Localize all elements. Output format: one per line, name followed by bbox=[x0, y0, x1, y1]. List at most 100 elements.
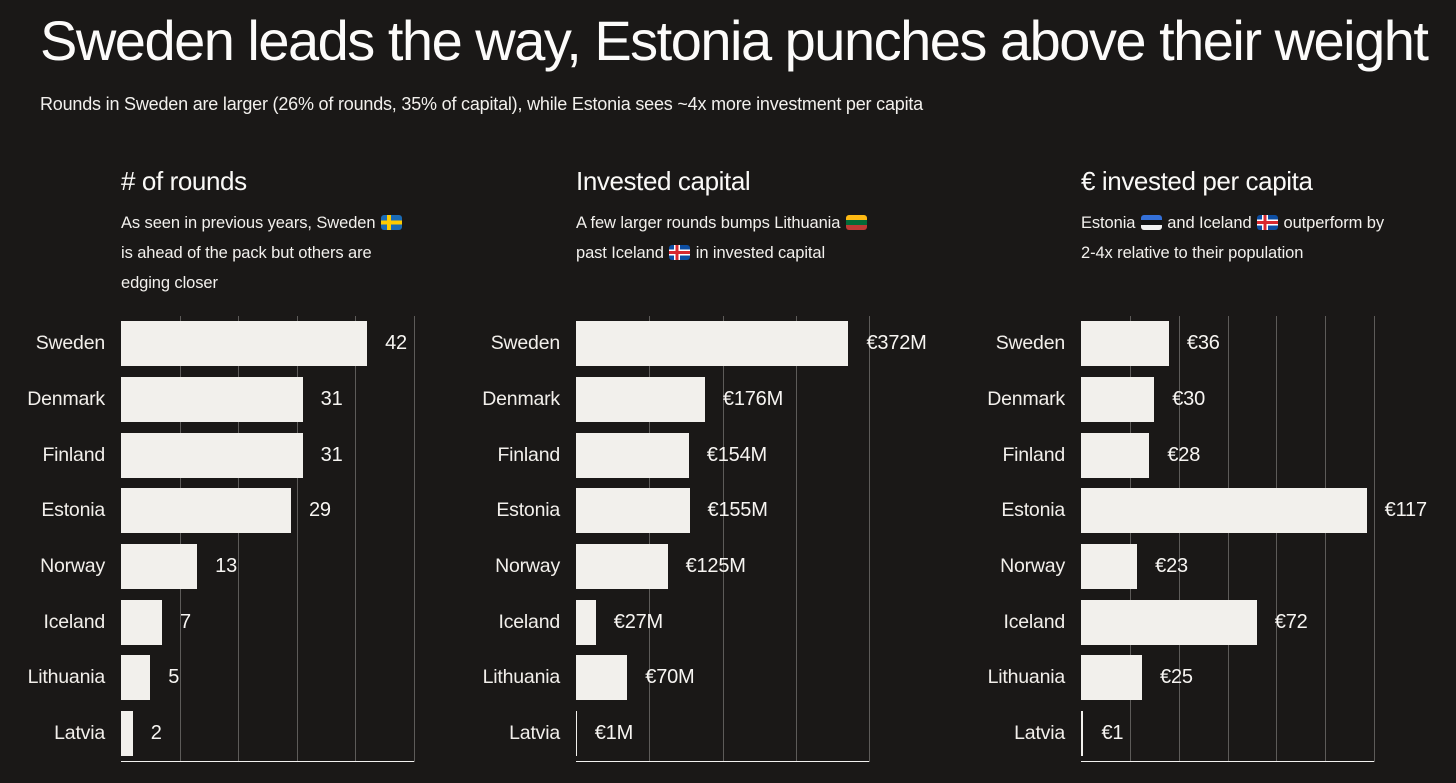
bar bbox=[576, 544, 668, 590]
value-label: €36 bbox=[1186, 332, 1220, 355]
gridline bbox=[238, 316, 240, 762]
value-label: €176M bbox=[722, 388, 784, 411]
chart-panel-1: # of rounds As seen in previous years, Sw… bbox=[0, 160, 455, 780]
table-row: Norway €23 bbox=[960, 539, 1456, 595]
value-label: €1 bbox=[1101, 722, 1124, 745]
subtitle-text: and Iceland bbox=[1162, 214, 1257, 232]
table-row: Iceland €72 bbox=[960, 594, 1456, 650]
bar bbox=[121, 711, 133, 757]
bar bbox=[121, 544, 198, 590]
table-row: Lithuania 5 bbox=[0, 650, 455, 706]
subtitle-text: past Iceland bbox=[576, 244, 669, 262]
table-row: Iceland €27M bbox=[455, 594, 960, 650]
bar bbox=[1081, 711, 1084, 757]
panel-subtitle-line: 2-4x relative to their population bbox=[1081, 238, 1456, 268]
grid bbox=[121, 316, 415, 762]
value-label: €28 bbox=[1167, 443, 1201, 466]
panel-subtitle-line: Estonia and Iceland outperform by bbox=[1081, 208, 1456, 238]
category-label: Estonia bbox=[41, 499, 105, 522]
bar bbox=[121, 377, 303, 423]
bar-rows: Sweden €372M Denmark €176M Finland €154M Eston… bbox=[455, 316, 960, 762]
subtitle-text: 2-4x relative to their population bbox=[1081, 244, 1304, 262]
category-label: Sweden bbox=[35, 332, 105, 355]
x-axis-line bbox=[576, 761, 869, 762]
category-label: Iceland bbox=[1003, 610, 1066, 633]
category-label: Latvia bbox=[1014, 722, 1065, 745]
value-label: €372M bbox=[866, 332, 927, 355]
table-row: Latvia €1 bbox=[960, 706, 1456, 762]
grid bbox=[1081, 316, 1375, 762]
bar bbox=[1081, 655, 1143, 701]
category-label: Latvia bbox=[509, 722, 560, 745]
page-title: Sweden leads the way, Estonia punches ab… bbox=[40, 9, 1429, 72]
bar bbox=[121, 599, 163, 645]
gridline bbox=[1374, 316, 1375, 762]
estonia-flag-icon bbox=[1140, 215, 1162, 230]
bar bbox=[576, 432, 689, 478]
value-label: €125M bbox=[685, 555, 746, 578]
category-label: Latvia bbox=[54, 722, 105, 745]
bar bbox=[576, 488, 690, 534]
subtitle-text: A few larger rounds bumps Lithuania bbox=[576, 214, 845, 232]
bar-chart: Sweden €372M Denmark €176M Finland €154M Eston… bbox=[455, 316, 960, 766]
category-label: Sweden bbox=[995, 332, 1065, 355]
bar-chart: Sweden 42 Denmark 31 Finland 31 Estonia 29 Norwa… bbox=[0, 316, 455, 766]
value-label: €27M bbox=[613, 610, 663, 633]
x-axis-line bbox=[1081, 761, 1374, 762]
bar bbox=[1081, 377, 1155, 423]
sweden-flag-icon bbox=[380, 215, 402, 230]
panel-subtitle-line: past Iceland in invested capital bbox=[576, 238, 960, 268]
chart-panel-3: € invested per capita Estonia and Iceland… bbox=[960, 160, 1456, 780]
value-label: €72 bbox=[1274, 610, 1308, 633]
lithuania-flag-icon bbox=[845, 215, 867, 230]
category-label: Norway bbox=[40, 555, 105, 578]
category-label: Lithuania bbox=[482, 666, 561, 689]
table-row: Finland €28 bbox=[960, 427, 1456, 483]
bar bbox=[1081, 599, 1257, 645]
category-label: Estonia bbox=[496, 499, 560, 522]
category-label: Sweden bbox=[490, 332, 560, 355]
category-label: Norway bbox=[1000, 555, 1065, 578]
gridline bbox=[1227, 316, 1229, 762]
bar bbox=[1081, 321, 1169, 367]
table-row: Sweden €372M bbox=[455, 316, 960, 372]
panel-title: € invested per capita bbox=[1081, 166, 1313, 196]
panel-header: # of rounds As seen in previous years, Sw… bbox=[121, 160, 455, 298]
subtitle-text: in invested capital bbox=[691, 244, 826, 262]
gridline bbox=[296, 316, 298, 762]
x-axis-line bbox=[121, 761, 414, 762]
value-label: €117 bbox=[1384, 499, 1427, 522]
category-label: Iceland bbox=[43, 610, 106, 633]
gridline bbox=[1276, 316, 1278, 762]
panel-subtitle: Estonia and Iceland outperform by 2-4x re… bbox=[1081, 208, 1456, 268]
table-row: Latvia €1M bbox=[455, 706, 960, 762]
bar-chart: Sweden €36 Denmark €30 Finland €28 Estonia €117… bbox=[960, 316, 1456, 766]
category-label: Finland bbox=[42, 443, 105, 466]
bar bbox=[576, 655, 628, 701]
table-row: Denmark €30 bbox=[960, 372, 1456, 428]
page-subtitle: Rounds in Sweden are larger (26% of roun… bbox=[40, 93, 923, 114]
table-row: Sweden €36 bbox=[960, 316, 1456, 372]
iceland-flag-icon bbox=[669, 245, 691, 260]
bar bbox=[1081, 488, 1367, 534]
table-row: Denmark €176M bbox=[455, 372, 960, 428]
table-row: Estonia 29 bbox=[0, 483, 455, 539]
table-row: Lithuania €70M bbox=[455, 650, 960, 706]
subtitle-text: is ahead of the pack but others are bbox=[121, 244, 372, 262]
bar bbox=[121, 488, 291, 534]
bar-rows: Sweden 42 Denmark 31 Finland 31 Estonia 29 Norwa… bbox=[0, 316, 455, 762]
table-row: Norway 13 bbox=[0, 539, 455, 595]
bar bbox=[121, 321, 368, 367]
gridline bbox=[869, 316, 870, 762]
value-label: €70M bbox=[645, 666, 695, 689]
category-label: Finland bbox=[1002, 443, 1065, 466]
subtitle-text: Estonia bbox=[1081, 214, 1140, 232]
value-label: €30 bbox=[1172, 388, 1206, 411]
grid bbox=[576, 316, 870, 762]
table-row: Estonia €117 bbox=[960, 483, 1456, 539]
table-row: Iceland 7 bbox=[0, 594, 455, 650]
panel-subtitle-line: As seen in previous years, Sweden bbox=[121, 208, 455, 238]
category-label: Denmark bbox=[987, 388, 1065, 411]
value-label: 29 bbox=[308, 499, 331, 522]
value-label: 13 bbox=[215, 555, 238, 578]
